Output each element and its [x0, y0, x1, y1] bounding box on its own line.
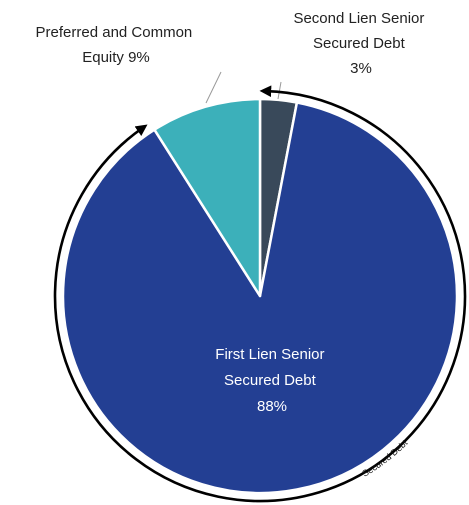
- slice-label-equity: Preferred and Common Equity 9%: [36, 24, 197, 66]
- leader-line-second-lien: [277, 81, 282, 100]
- slice-label-equity-line-2: Equity 9%: [82, 49, 150, 66]
- slice-label-second-lien-line-3: 3%: [350, 60, 372, 77]
- slice-label-first-lien-line-2: Secured Debt: [224, 372, 317, 389]
- leader-line-equity: [205, 71, 222, 104]
- slice-label-second-lien-line-1: Second Lien Senior: [293, 10, 424, 27]
- slice-label-equity-line-1: Preferred and Common: [36, 24, 193, 41]
- slice-label-second-lien: Second Lien Senior Secured Debt 3%: [293, 10, 428, 77]
- slice-label-second-lien-line-2: Secured Debt: [313, 35, 406, 52]
- secured-debt-bracket-arc: [53, 85, 467, 503]
- pie-slices: [61, 97, 459, 495]
- slice-label-first-lien-line-1: First Lien Senior: [215, 346, 324, 363]
- slice-label-first-lien: First Lien Senior Secured Debt 88%: [215, 346, 328, 415]
- pie-slice-first-lien: [61, 101, 459, 495]
- slice-label-first-lien-line-3: 88%: [257, 398, 287, 415]
